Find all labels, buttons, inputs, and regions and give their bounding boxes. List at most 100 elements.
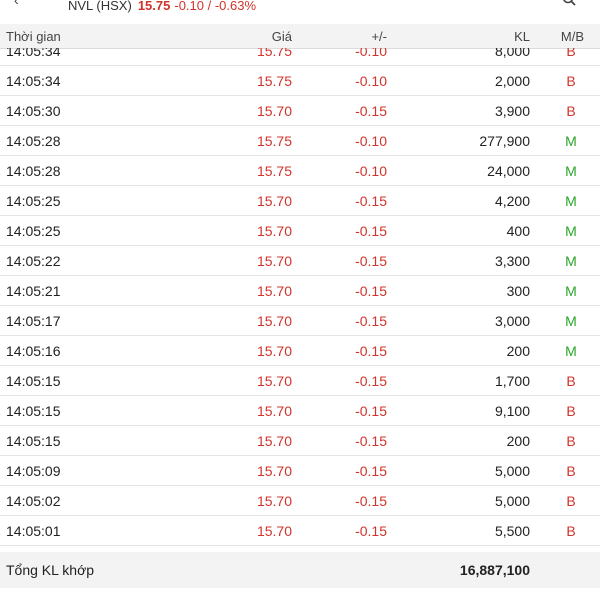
trade-side: B [566, 523, 576, 539]
trade-change: -0.10 [355, 48, 387, 59]
trade-change: -0.15 [355, 403, 387, 419]
trade-time: 14:05:34 [6, 48, 61, 59]
trade-price: 15.70 [256, 223, 292, 239]
trade-change: -0.15 [355, 463, 387, 479]
ticker-price: 15.75 [137, 0, 171, 13]
trade-time: 14:05:01 [6, 523, 61, 539]
search-icon[interactable] [562, 0, 576, 6]
table-row: 14:05:28 15.75 -0.10 277,900 M [0, 126, 600, 156]
trade-price: 15.75 [256, 48, 292, 59]
table-row: 14:05:34 15.75 -0.10 2,000 B [0, 66, 600, 96]
trade-change: -0.15 [355, 433, 387, 449]
trade-change: -0.15 [355, 343, 387, 359]
trade-volume: 5,500 [494, 523, 530, 539]
trade-time: 14:05:21 [6, 283, 61, 299]
trade-price: 15.70 [256, 523, 292, 539]
trade-change: -0.15 [355, 493, 387, 509]
total-volume-label: Tổng KL khớp [6, 562, 95, 578]
trade-change: -0.15 [355, 283, 387, 299]
trade-side: M [565, 133, 577, 149]
trade-side: B [566, 493, 576, 509]
trade-side: B [566, 73, 576, 89]
trade-change: -0.15 [355, 223, 387, 239]
ticker-header: NVL (HSX) 15.75 -0.10 / -0.63% [68, 0, 256, 14]
trade-volume: 200 [506, 343, 530, 359]
table-row: 14:05:16 15.70 -0.15 200 M [0, 336, 600, 366]
table-row: 14:05:17 15.70 -0.15 3,000 M [0, 306, 600, 336]
trade-time: 14:05:15 [6, 433, 61, 449]
trade-volume: 5,000 [494, 493, 530, 509]
trade-time: 14:05:25 [6, 223, 61, 239]
ticker-symbol: NVL (HSX) [68, 0, 132, 13]
trade-rows: 14:05:34 15.75 -0.10 8,000 B 14:05:34 15.75 -0.… [0, 48, 600, 546]
trade-time: 14:05:16 [6, 343, 61, 359]
table-row: 14:05:01 15.70 -0.15 5,500 B [0, 516, 600, 546]
column-header-side: M/B [560, 29, 584, 44]
trade-time: 14:05:34 [6, 73, 61, 89]
trade-list[interactable]: 14:05:34 15.75 -0.10 8,000 B 14:05:34 15.75 -0.… [0, 48, 600, 548]
trade-price: 15.75 [256, 73, 292, 89]
trade-time: 14:05:28 [6, 133, 61, 149]
top-bar: ‹ NVL (HSX) 15.75 -0.10 / -0.63% [0, 0, 600, 16]
trade-time: 14:05:28 [6, 163, 61, 179]
table-row: 14:05:15 15.70 -0.15 1,700 B [0, 366, 600, 396]
table-row: 14:05:30 15.70 -0.15 3,900 B [0, 96, 600, 126]
trade-price: 15.70 [256, 283, 292, 299]
trade-change: -0.15 [355, 373, 387, 389]
trade-side: M [565, 253, 577, 269]
total-volume-value: 16,887,100 [459, 562, 530, 578]
trade-volume: 5,000 [494, 463, 530, 479]
trade-change: -0.15 [355, 103, 387, 119]
trade-volume: 200 [506, 433, 530, 449]
trade-side: B [566, 463, 576, 479]
trade-side: M [565, 313, 577, 329]
trade-time: 14:05:02 [6, 493, 61, 509]
trade-volume: 300 [506, 283, 530, 299]
trade-side: B [566, 103, 576, 119]
trade-time: 14:05:15 [6, 403, 61, 419]
trade-price: 15.70 [256, 463, 292, 479]
trade-price: 15.70 [256, 193, 292, 209]
trade-change: -0.15 [355, 193, 387, 209]
trade-volume: 3,300 [494, 253, 530, 269]
trade-side: B [566, 403, 576, 419]
trade-price: 15.70 [256, 343, 292, 359]
table-row: 14:05:15 15.70 -0.15 9,100 B [0, 396, 600, 426]
trade-side: M [565, 163, 577, 179]
column-header-price: Giá [271, 29, 292, 44]
trade-time: 14:05:25 [6, 193, 61, 209]
trade-change: -0.15 [355, 253, 387, 269]
trade-volume: 1,700 [494, 373, 530, 389]
chevron-left-icon[interactable]: ‹ [14, 0, 19, 8]
trade-side: B [566, 48, 576, 59]
trade-time: 14:05:09 [6, 463, 61, 479]
trade-volume: 3,000 [494, 313, 530, 329]
trade-volume: 277,900 [479, 133, 530, 149]
table-row: 14:05:34 15.75 -0.10 8,000 B [0, 48, 600, 66]
trade-side: M [565, 223, 577, 239]
table-row: 14:05:15 15.70 -0.15 200 B [0, 426, 600, 456]
trade-side: B [566, 433, 576, 449]
table-header: Thời gian Giá +/- KL M/B [0, 24, 600, 49]
trade-volume: 400 [506, 223, 530, 239]
trade-price: 15.70 [256, 253, 292, 269]
trade-volume: 4,200 [494, 193, 530, 209]
trade-change: -0.10 [355, 133, 387, 149]
trade-side: B [566, 373, 576, 389]
trade-volume: 8,000 [494, 48, 530, 59]
table-row: 14:05:21 15.70 -0.15 300 M [0, 276, 600, 306]
table-row: 14:05:25 15.70 -0.15 4,200 M [0, 186, 600, 216]
trade-side: M [565, 193, 577, 209]
table-row: 14:05:28 15.75 -0.10 24,000 M [0, 156, 600, 186]
trade-price: 15.70 [256, 403, 292, 419]
trade-change: -0.15 [355, 523, 387, 539]
column-header-time: Thời gian [6, 29, 61, 44]
trade-volume: 24,000 [487, 163, 530, 179]
ticker-change: -0.10 / -0.63% [174, 0, 257, 13]
trade-price: 15.75 [256, 133, 292, 149]
trade-price: 15.70 [256, 493, 292, 509]
trade-change: -0.15 [355, 313, 387, 329]
trade-side: M [565, 283, 577, 299]
column-header-volume: KL [514, 29, 530, 44]
trade-time: 14:05:17 [6, 313, 61, 329]
